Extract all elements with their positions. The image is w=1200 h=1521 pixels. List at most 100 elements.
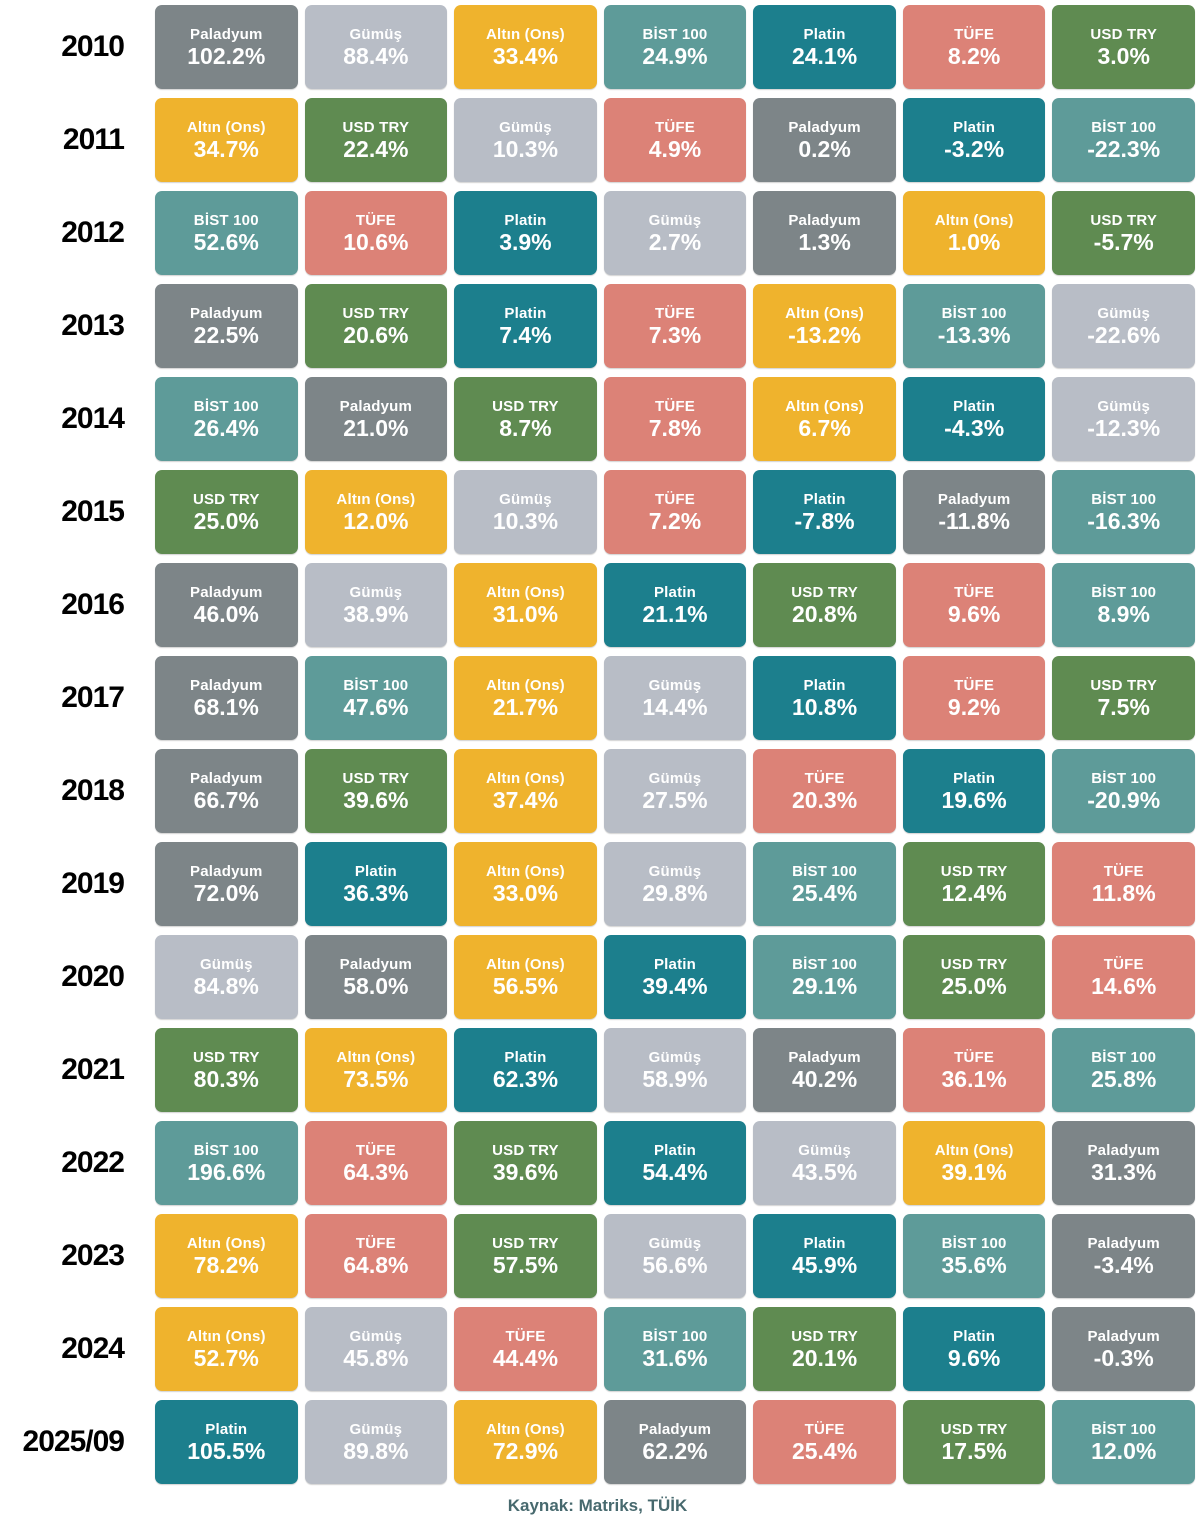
asset-return-value: 58.9% [642,1065,708,1092]
asset-name: TÜFE [1103,862,1144,880]
asset-name: Altın (Ons) [785,304,864,322]
asset-tile: TÜFE 7.8% [603,377,747,461]
asset-name: USD TRY [940,955,1008,973]
asset-return-value: 12.4% [941,879,1007,906]
asset-return-value: 7.8% [648,414,702,441]
asset-return-value: 9.2% [947,693,1001,720]
asset-name: USD TRY [1090,25,1158,43]
asset-return-value: 7.2% [648,507,702,534]
asset-name: TÜFE [1103,955,1144,973]
asset-name: TÜFE [355,1234,396,1252]
asset-tile: Altın (Ons) 37.4% [454,749,597,833]
asset-return-value: -12.3% [1087,414,1161,441]
asset-tile: Platin 45.9% [753,1214,896,1298]
asset-name: TÜFE [655,118,695,136]
asset-return-value: -3.2% [944,135,1005,162]
asset-return-value: 12.0% [343,507,409,534]
asset-return-value: 73.5% [343,1065,409,1092]
asset-name: Platin [803,490,846,508]
asset-name: Gümüş [1097,304,1151,322]
asset-name: TÜFE [355,211,396,229]
asset-name: Paladyum [937,490,1011,508]
asset-name: Gümüş [349,1420,403,1438]
asset-name: BİST 100 [1091,583,1157,601]
asset-name: BİST 100 [642,25,708,43]
asset-name: Altın (Ons) [485,25,565,43]
asset-return-value: 46.0% [193,600,259,627]
year-label: 2012 [61,216,125,249]
asset-name: Altın (Ons) [934,1141,1014,1159]
asset-name: BİST 100 [193,1141,259,1159]
asset-return-value: 26.4% [193,414,259,441]
asset-name: Gümüş [648,676,702,694]
asset-tile: Gümüş 38.9% [304,563,448,647]
asset-name: Altın (Ons) [485,1420,565,1438]
asset-name: Platin [504,211,547,229]
asset-return-value: 8.9% [1097,600,1150,627]
asset-tile: Gümüş 84.8% [155,935,298,1019]
asset-tile: Platin 21.1% [603,563,747,647]
asset-tile: BİST 100 25.8% [1052,1028,1195,1112]
asset-name: TÜFE [804,1420,845,1438]
asset-return-value: 64.8% [343,1251,409,1278]
year-label: 2020 [61,960,125,993]
asset-tile: Paladyum 22.5% [155,284,298,368]
asset-name: Paladyum [788,118,861,136]
asset-tile: TÜFE 14.6% [1052,935,1195,1019]
asset-name: Platin [953,397,996,415]
asset-return-value: 20.8% [791,600,858,627]
asset-name: USD TRY [342,769,410,787]
asset-tile: Paladyum 1.3% [753,191,896,275]
asset-tile: Altın (Ons) 6.7% [753,377,896,461]
table-row: 2010 Paladyum 102.2% Gümüş 88.4% Altın (… [0,5,1195,89]
asset-name: Altın (Ons) [934,211,1014,229]
asset-return-value: 62.3% [492,1065,559,1092]
asset-name: Platin [504,1048,547,1066]
asset-return-value: 24.9% [642,42,708,69]
asset-return-value: 66.7% [193,786,259,813]
asset-return-value: 34.7% [193,135,259,162]
asset-tile: Paladyum 62.2% [603,1400,747,1484]
asset-name: BİST 100 [1091,118,1157,136]
asset-return-value: 54.4% [642,1158,708,1185]
table-row: 2013 Paladyum 22.5% USD TRY 20.6% Platin… [0,284,1195,368]
asset-name: Gümüş [798,1141,851,1159]
asset-tile: Altın (Ons) 31.0% [454,563,597,647]
asset-name: USD TRY [492,1141,559,1159]
asset-tile: Altın (Ons) -13.2% [753,284,896,368]
asset-name: USD TRY [940,1420,1008,1438]
asset-return-value: 102.2% [187,42,266,69]
asset-name: Platin [653,1141,697,1159]
asset-tile: BİST 100 47.6% [304,656,448,740]
asset-tile: USD TRY 20.6% [304,284,448,368]
asset-tile: Paladyum 0.2% [753,98,896,182]
asset-tile: USD TRY 39.6% [454,1121,597,1205]
asset-return-value: 22.4% [343,135,409,162]
asset-tile: Platin -7.8% [753,470,896,554]
asset-tile: Platin 10.8% [753,656,896,740]
asset-name: Paladyum [190,862,263,880]
asset-name: Gümüş [1097,397,1151,415]
asset-return-value: 62.2% [642,1437,708,1464]
asset-name: USD TRY [1090,211,1158,229]
asset-return-value: -5.7% [1093,228,1154,255]
asset-name: BİST 100 [792,955,858,973]
asset-tile: USD TRY 8.7% [454,377,597,461]
asset-name: TÜFE [954,676,995,694]
asset-tile: Gümüş 10.3% [454,470,597,554]
year-label: 2016 [61,588,125,621]
table-row: 2024 Altın (Ons) 52.7% Gümüş 45.8% TÜFE … [0,1307,1195,1391]
asset-tile: Platin 3.9% [454,191,597,275]
asset-name: BİST 100 [1091,1048,1157,1066]
asset-return-value: 7.5% [1097,693,1150,720]
asset-return-value: 8.2% [947,42,1001,69]
asset-tile: USD TRY 20.1% [753,1307,896,1391]
asset-return-value: 2.7% [648,228,702,255]
table-row: 2019 Paladyum 72.0% Platin 36.3% Altın (… [0,842,1195,926]
asset-name: BİST 100 [1091,769,1157,787]
asset-return-value: 1.0% [947,228,1001,255]
asset-tile: TÜFE 10.6% [304,191,448,275]
asset-tile: Altın (Ons) 52.7% [155,1307,298,1391]
year-label: 2018 [61,774,125,807]
